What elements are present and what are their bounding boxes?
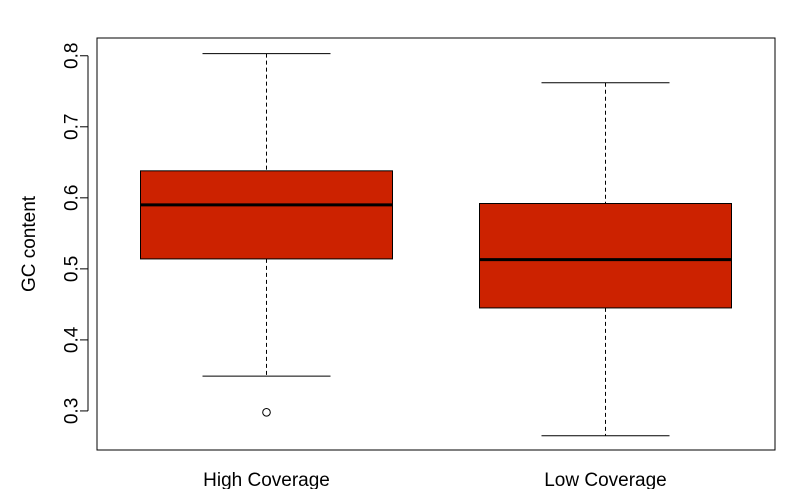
iqr-box — [140, 170, 393, 260]
boxes-layer — [140, 53, 732, 437]
y-tick-label: 0.7 — [62, 114, 83, 140]
y-tick-label: 0.6 — [62, 185, 83, 211]
y-tick-label: 0.8 — [62, 43, 83, 69]
y-tick-label: 0.5 — [62, 256, 83, 282]
box-low-coverage — [479, 82, 732, 437]
x-axis-labels: High Coverage Low Coverage — [203, 470, 667, 489]
x-category-label: Low Coverage — [544, 470, 667, 489]
iqr-box — [479, 203, 732, 309]
outlier-point — [262, 408, 271, 417]
y-axis-label: GC content — [19, 195, 40, 292]
y-tick-label: 0.3 — [62, 398, 83, 424]
plot-frame — [96, 37, 776, 451]
box-high-coverage — [140, 53, 393, 417]
y-axis: 0.3 0.4 0.5 0.6 0.7 0.8 — [62, 43, 89, 424]
y-tick-label: 0.4 — [62, 326, 83, 353]
x-category-label: High Coverage — [203, 470, 330, 489]
